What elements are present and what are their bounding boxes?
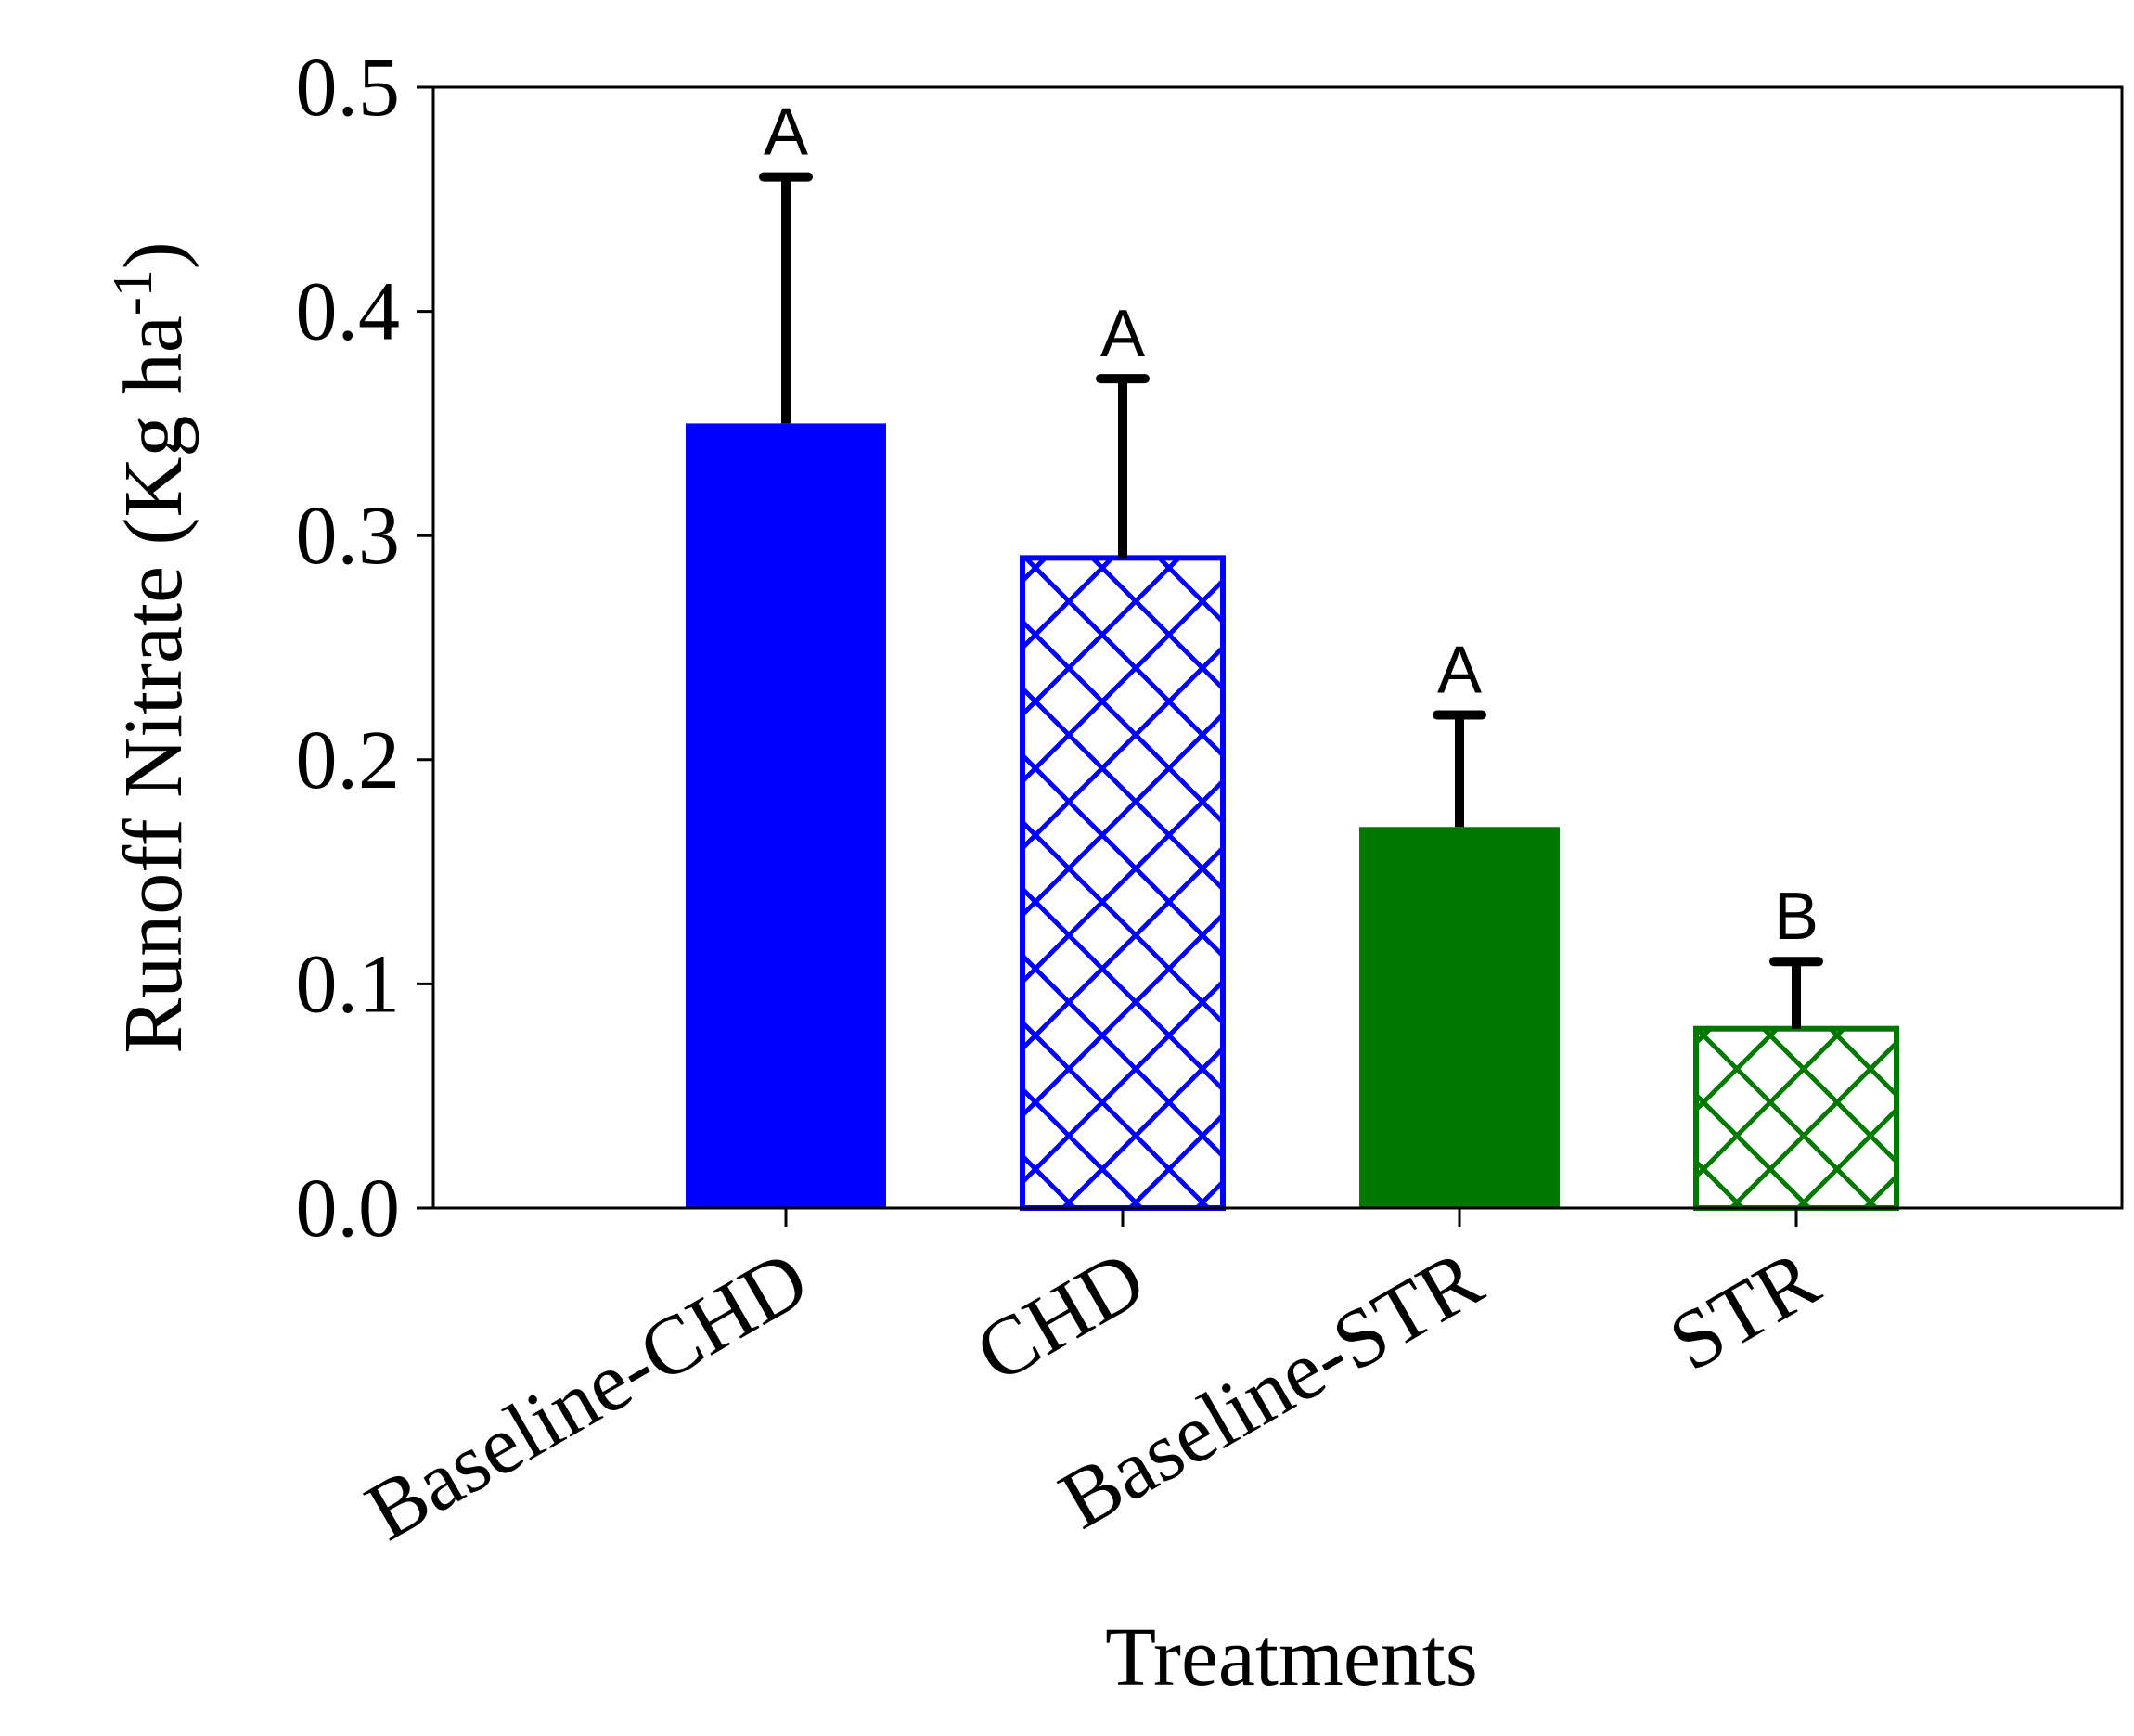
bar-baseline-chd [686, 423, 886, 1208]
significance-letter-baseline-str: A [1437, 633, 1482, 707]
x-axis-title: Treatments [1105, 1612, 1478, 1704]
y-tick-label: 0.1 [296, 938, 401, 1030]
bar-str [1696, 1029, 1896, 1208]
y-axis-title: Runoff Nitrate (Kg ha-1) [102, 241, 199, 1054]
significance-letters: A A A B [764, 96, 1819, 955]
bars-layer [686, 423, 1896, 1208]
significance-letter-baseline-chd: A [764, 96, 808, 170]
y-axis-title-main: Runoff Nitrate (Kg ha [108, 315, 199, 1054]
significance-letter-str: B [1774, 880, 1819, 954]
y-tick-label: 0.3 [296, 490, 401, 582]
error-bars-layer [764, 177, 1819, 1029]
bar-chart: 0.00.10.20.30.40.5 Baseline-CHD CHDBaseli… [0, 0, 2134, 1736]
bar-chd [1022, 558, 1223, 1208]
y-tick-label: 0.4 [296, 266, 401, 358]
bar-baseline-str [1359, 827, 1560, 1208]
y-tick-label: 0.0 [296, 1163, 401, 1254]
y-axis-title-superscript: -1 [102, 269, 163, 315]
y-axis: 0.0 0.1 0.2 0.3 0.4 0.5 [296, 42, 434, 1254]
y-tick-label: 0.2 [296, 714, 401, 806]
x-tick-label-chd: CHD [961, 1233, 1160, 1401]
significance-letter-chd: A [1100, 297, 1145, 371]
x-tick-label-str: STR [1655, 1233, 1833, 1389]
y-axis-title-close: ) [108, 241, 199, 269]
y-tick-label: 0.5 [296, 42, 401, 134]
x-tick-label-baseline-chd: Baseline-CHD [352, 1233, 823, 1559]
